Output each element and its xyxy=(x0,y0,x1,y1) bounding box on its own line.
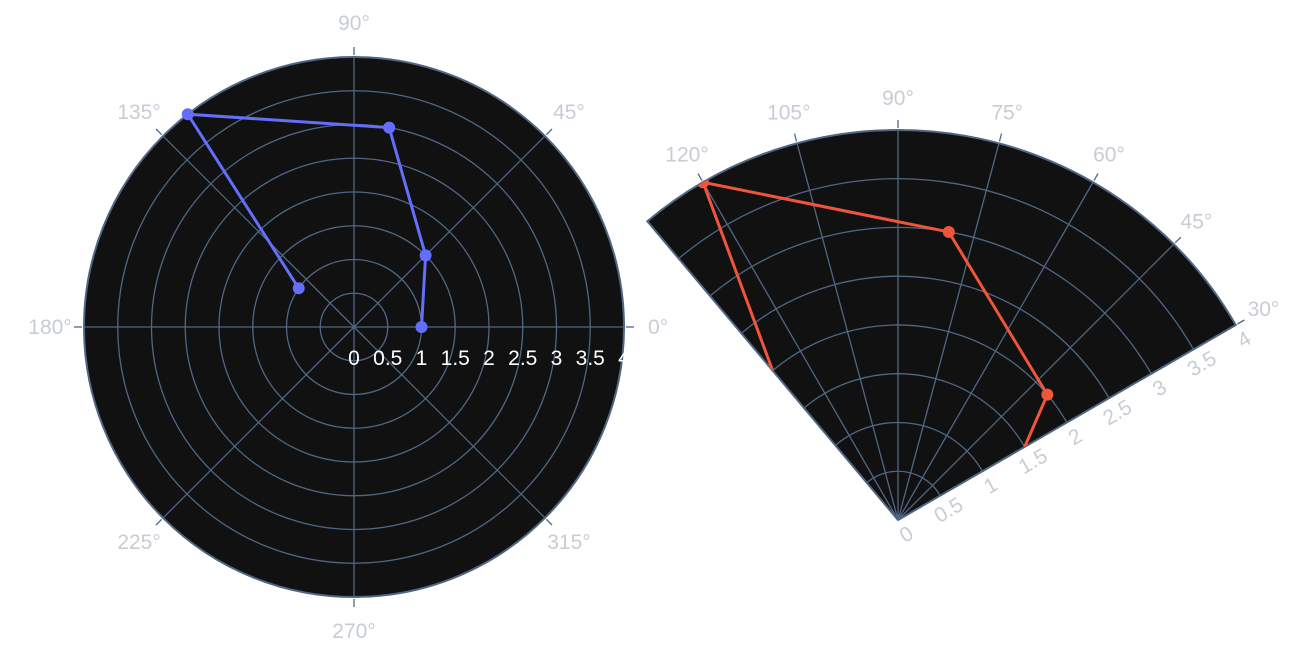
angular-tick xyxy=(545,128,553,136)
radial-tick-label: 0.5 xyxy=(373,347,402,370)
angular-gridline xyxy=(897,181,1094,521)
angular-tick xyxy=(793,133,798,142)
angular-tick-label: 135° xyxy=(117,101,160,124)
data-point xyxy=(1041,388,1054,401)
angular-tick-label: 120° xyxy=(665,144,708,167)
polar-chart-sector: 30°45°60°75°90°105°120°00.511.522.533.54 xyxy=(645,87,1280,548)
radial-tick-label: 1 xyxy=(416,347,428,370)
angular-gridline xyxy=(353,326,546,519)
angular-tick xyxy=(1093,173,1099,181)
radial-tick-label: 1 xyxy=(980,473,1002,499)
radial-gridline xyxy=(866,470,941,496)
angular-tick-label: 45° xyxy=(1181,211,1213,234)
angular-tick xyxy=(1174,236,1182,244)
angular-gridline xyxy=(897,143,1000,521)
radial-tick-label: 2.5 xyxy=(508,347,537,370)
radial-tick-label: 4 xyxy=(618,347,630,370)
angular-gridline xyxy=(702,181,899,521)
angular-tick-label: 0° xyxy=(648,316,668,339)
radial-tick-label: 0 xyxy=(348,347,360,370)
angular-gridline xyxy=(162,135,355,328)
radial-tick-label: 0 xyxy=(896,522,918,548)
data-point xyxy=(419,249,432,262)
angular-gridline xyxy=(897,243,1175,521)
angular-tick-label: 45° xyxy=(553,101,585,124)
angular-tick-label: 180° xyxy=(28,316,71,339)
radial-gridline xyxy=(740,275,1110,399)
angular-tick xyxy=(545,518,553,526)
data-point xyxy=(415,321,428,333)
data-point xyxy=(181,108,194,121)
data-point xyxy=(292,282,305,295)
radial-tick-label: 3.5 xyxy=(576,347,605,370)
angular-tick-label: 90° xyxy=(882,87,914,110)
radial-tick-label: 3 xyxy=(1149,376,1171,402)
radial-tick-label: 3 xyxy=(551,347,563,370)
angular-tick-label: 30° xyxy=(1248,298,1280,321)
angular-gridline xyxy=(897,324,1237,521)
radial-gridline xyxy=(803,373,1026,448)
angular-gridline xyxy=(353,135,546,328)
angular-tick-label: 270° xyxy=(332,620,375,643)
angular-tick-label: 315° xyxy=(547,531,590,554)
angular-tick-label: 75° xyxy=(991,101,1023,124)
angular-tick-label: 105° xyxy=(767,101,810,124)
angular-tick xyxy=(155,128,163,136)
radial-tick-label: 1.5 xyxy=(441,347,470,370)
polar-chart-full-circle: 0° 45° 90° 135° 180° 225° 270° 315° 0 0.5 1 1.5 2 2.5… xyxy=(28,12,668,643)
radial-tick-label: 2 xyxy=(483,347,495,370)
radial-tick-label: 4 xyxy=(1233,327,1255,353)
radial-tick-label: 2 xyxy=(1065,424,1087,450)
angular-tick xyxy=(697,173,703,181)
angular-gridline xyxy=(162,326,355,519)
radial-gridline xyxy=(772,324,1068,423)
angular-tick-label: 90° xyxy=(338,12,370,35)
angular-tick xyxy=(998,133,1003,142)
data-point xyxy=(697,176,709,189)
angular-tick-label: 60° xyxy=(1093,144,1125,167)
angular-tick xyxy=(155,518,163,526)
angular-tick xyxy=(1237,319,1245,325)
data-point xyxy=(383,121,396,134)
data-point xyxy=(942,225,955,238)
angular-tick-label: 225° xyxy=(117,531,160,554)
radial-gridline xyxy=(834,421,984,472)
